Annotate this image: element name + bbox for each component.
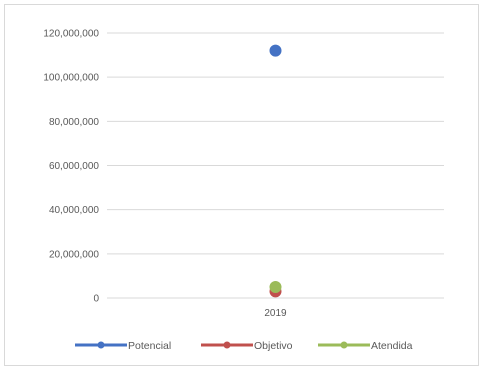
y-tick-label: 40,000,000 <box>49 205 99 216</box>
y-tick-label: 60,000,000 <box>49 161 99 172</box>
data-point-potencial <box>269 44 282 57</box>
gridlines <box>107 32 444 299</box>
data-point-atendida <box>269 280 282 293</box>
legend-label: Atendida <box>371 340 413 352</box>
data-points <box>269 44 282 298</box>
legend-label: Objetivo <box>254 340 293 352</box>
legend-marker <box>97 341 105 349</box>
y-tick-label: 120,000,000 <box>43 29 99 40</box>
legend-label: Potencial <box>128 340 171 352</box>
legend-item-objetivo: Objetivo <box>201 340 293 352</box>
legend: Potencial Objetivo Atendida <box>75 340 413 352</box>
y-tick-label: 100,000,000 <box>43 73 99 84</box>
legend-item-potencial: Potencial <box>75 340 171 352</box>
x-tick-label: 2019 <box>264 308 287 319</box>
chart-frame <box>4 4 479 366</box>
legend-item-atendida: Atendida <box>318 340 413 352</box>
y-axis-tick-labels: 0 20,000,000 40,000,000 60,000,000 80,000,00… <box>43 29 99 305</box>
legend-marker <box>223 341 231 349</box>
x-axis: 2019 <box>264 308 287 319</box>
legend-marker <box>340 341 348 349</box>
y-tick-label: 80,000,000 <box>49 117 99 128</box>
y-tick-label: 0 <box>93 294 99 305</box>
y-tick-label: 20,000,000 <box>49 249 99 260</box>
